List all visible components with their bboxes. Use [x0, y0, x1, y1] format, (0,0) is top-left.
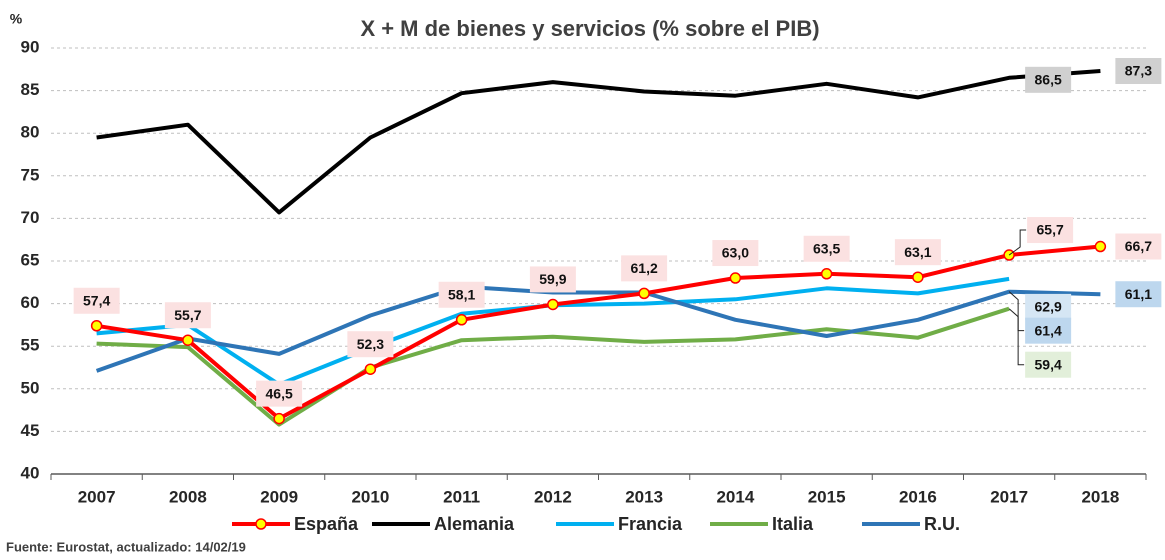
x-tick-label: 2014 — [716, 487, 754, 506]
data-labels: 57,4 55,7 46,5 52,3 58,1 59,9 61,2 63,0 63,5 63,1… — [73, 58, 1162, 407]
data-label: 55,7 — [174, 307, 201, 323]
legend-marker — [255, 518, 267, 530]
label-bg — [438, 281, 485, 308]
leader-line — [1008, 291, 1025, 332]
data-label: 63,0 — [722, 245, 749, 261]
y-tick-label: 45 — [21, 421, 40, 440]
data-label: 46,5 — [266, 385, 293, 401]
point-marker — [364, 363, 377, 375]
x-tick-label: 2016 — [899, 487, 937, 506]
point-marker — [182, 334, 194, 346]
label-bg — [1115, 281, 1162, 308]
x-tick-label: 2007 — [78, 487, 116, 506]
data-label: 52,3 — [357, 336, 384, 352]
data-label: 63,1 — [904, 244, 931, 260]
legend-label: Italia — [772, 514, 814, 534]
data-label: 58,1 — [448, 286, 475, 302]
data-label: 87,3 — [1125, 63, 1152, 79]
label-bg — [256, 380, 303, 407]
legend-label: Alemania — [434, 514, 515, 534]
x-tick-label: 2017 — [990, 487, 1028, 506]
point-marker — [90, 320, 103, 332]
y-tick-label: 60 — [21, 293, 40, 312]
y-tick-label: 55 — [21, 336, 40, 355]
y-tick-label: 90 — [21, 37, 40, 56]
data-label: 61,4 — [1035, 322, 1062, 338]
legend-label: Francia — [618, 514, 683, 534]
point-marker — [912, 271, 924, 283]
y-tick-label: 40 — [21, 463, 40, 482]
label-bg — [621, 255, 668, 282]
label-bg — [347, 331, 394, 358]
data-label: 57,4 — [83, 292, 110, 308]
point-marker — [1003, 249, 1015, 261]
data-label: 62,9 — [1035, 299, 1062, 315]
data-label: 61,1 — [1125, 286, 1152, 302]
label-bg — [164, 302, 211, 329]
x-tick-label: 2008 — [169, 487, 207, 506]
point-marker — [729, 272, 742, 284]
data-label: 63,5 — [813, 240, 840, 256]
label-bg — [1025, 317, 1072, 344]
label-bg — [1115, 58, 1162, 85]
y-tick-label: 70 — [21, 208, 40, 227]
chart-title: X + M de bienes y servicios (% sobre el … — [360, 16, 819, 41]
x-tick-label: 2015 — [808, 487, 846, 506]
label-bg — [73, 287, 120, 314]
legend-label: España — [294, 514, 359, 534]
label-bg — [1025, 351, 1072, 378]
legend: España Alemania Francia Italia R.U. — [232, 514, 960, 534]
y-unit: % — [10, 11, 23, 27]
x-tick-label: 2018 — [1081, 487, 1119, 506]
point-marker — [547, 298, 559, 311]
grid: 40 45 50 55 60 65 70 75 80 85 90 2007 2008 2009 2010 20… — [21, 37, 1147, 506]
data-label: 59,4 — [1035, 356, 1062, 372]
point-marker — [820, 268, 833, 280]
label-bg — [1025, 293, 1072, 320]
point-marker — [273, 412, 285, 425]
y-tick-label: 50 — [21, 378, 40, 397]
source-note: Fuente: Eurostat, actualizado: 14/02/19 — [6, 539, 246, 554]
point-marker — [1094, 240, 1107, 253]
point-marker — [638, 287, 650, 300]
leader-line — [1008, 308, 1025, 366]
legend-label: R.U. — [924, 514, 960, 534]
data-label: 86,5 — [1035, 72, 1062, 88]
series-line — [95, 284, 1101, 373]
y-tick-label: 75 — [21, 165, 40, 184]
label-bg — [1025, 66, 1072, 93]
data-label: 66,7 — [1125, 238, 1152, 254]
series-line — [96, 69, 1101, 215]
leader-line — [1008, 229, 1027, 256]
data-label: 65,7 — [1037, 222, 1064, 238]
y-tick-label: 80 — [21, 123, 40, 142]
lines — [90, 69, 1107, 427]
data-label: 59,9 — [539, 271, 566, 287]
x-tick-label: 2012 — [534, 487, 572, 506]
label-bg — [1027, 217, 1074, 244]
point-marker — [455, 314, 468, 326]
label-bg — [712, 240, 759, 267]
label-bg — [529, 266, 576, 293]
x-tick-label: 2011 — [443, 487, 480, 506]
x-tick-label: 2009 — [260, 487, 298, 506]
y-tick-label: 65 — [21, 250, 40, 269]
data-label: 61,2 — [631, 260, 658, 276]
label-bg — [894, 239, 941, 266]
x-tick-label: 2013 — [625, 487, 663, 506]
label-bg — [1115, 233, 1162, 260]
label-bg — [803, 235, 850, 262]
x-tick-label: 2010 — [351, 487, 389, 506]
y-tick-label: 85 — [21, 80, 40, 99]
